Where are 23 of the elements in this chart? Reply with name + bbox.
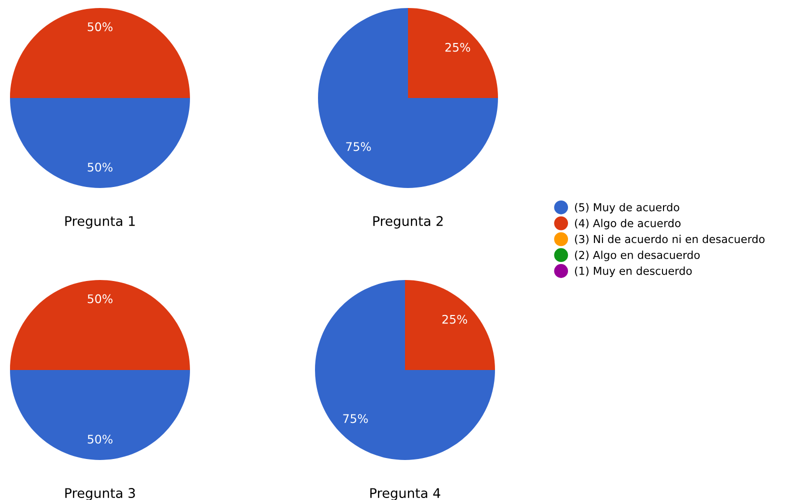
legend-label: (2) Algo en desacuerdo	[575, 250, 700, 262]
data-label: 75%	[343, 414, 368, 424]
data-label: 25%	[445, 42, 470, 52]
pie-slice	[10, 8, 190, 98]
legend-label: (4) Algo de acuerdo	[575, 218, 681, 230]
data-label: 75%	[346, 142, 371, 152]
pie-slice	[408, 8, 498, 98]
pie-slice	[10, 98, 190, 188]
legend-label: (1) Muy en descuerdo	[575, 266, 692, 278]
data-label: 50%	[88, 162, 112, 172]
legend-label: (3) Ni de acuerdo ni en desacuerdo	[575, 234, 765, 244]
data-label: 50%	[88, 22, 112, 32]
data-label: 50%	[88, 434, 112, 444]
pie-slice	[318, 8, 498, 188]
data-label: 25%	[442, 314, 468, 324]
text: Pregunta 1	[65, 216, 135, 229]
text: Pregunta 2	[373, 216, 443, 229]
pie-slice	[10, 370, 190, 460]
legend-label: (5) Muy de acuerdo	[575, 202, 680, 214]
data-label: 50%	[88, 294, 112, 304]
pie-slice	[405, 280, 495, 370]
pie-slice	[10, 280, 190, 370]
pie-slice	[315, 280, 495, 460]
